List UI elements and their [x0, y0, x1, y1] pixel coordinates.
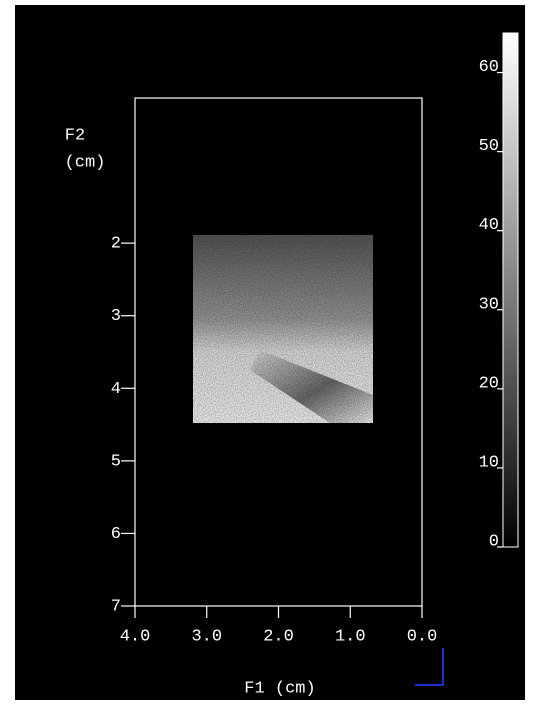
colorbar-tick-label: 40 — [479, 216, 499, 235]
x-tick-label: 2.0 — [263, 627, 294, 646]
colorbar-tick-label: 50 — [479, 137, 499, 156]
colorbar — [502, 32, 519, 548]
corner-mark — [415, 648, 444, 686]
x-label: F1 (cm) — [244, 679, 315, 698]
colorbar-tick-label: 10 — [479, 453, 499, 472]
x-tick-label: 1.0 — [335, 627, 366, 646]
image — [193, 235, 373, 423]
y-tick-label: 2 — [111, 235, 121, 254]
x-tick-label: 4.0 — [120, 627, 151, 646]
y-tick-label: 5 — [111, 452, 121, 471]
y-tick-label: 7 — [111, 597, 121, 616]
colorbar-tick-label: 0 — [489, 532, 499, 551]
colorbar-tick-label: 60 — [479, 58, 499, 77]
x-tick-label: 3.0 — [191, 627, 222, 646]
y-tick-label: 3 — [111, 307, 121, 326]
colorbar-tick-label: 30 — [479, 295, 499, 314]
y-label: F2 — [65, 126, 85, 145]
colorbar-tick-label: 20 — [479, 374, 499, 393]
y-tick-label: 4 — [111, 380, 121, 399]
y-tick-label: 6 — [111, 525, 121, 544]
noise — [193, 235, 373, 423]
x-tick-label: 0.0 — [407, 627, 438, 646]
y-label: (cm) — [65, 153, 106, 172]
